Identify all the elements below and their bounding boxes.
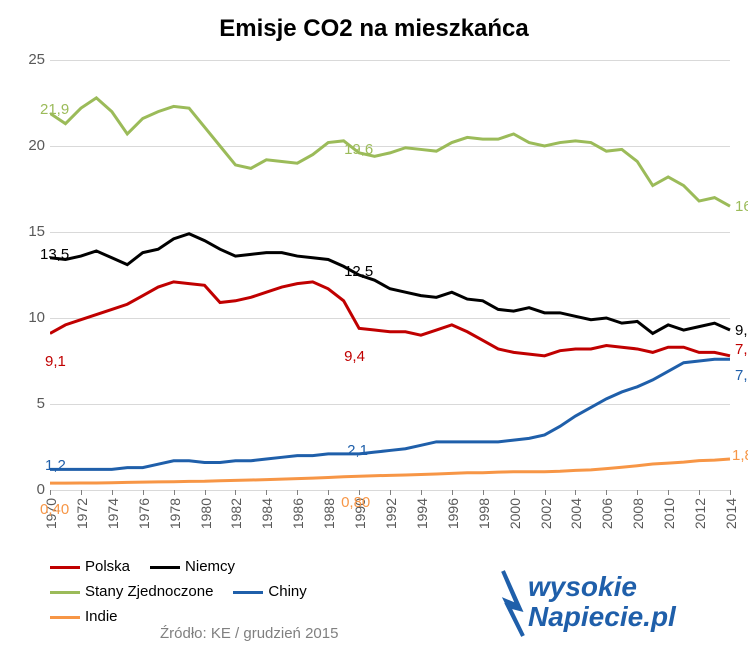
x-tick-label: 2006 <box>599 498 615 529</box>
x-tick <box>421 490 422 495</box>
legend-swatch <box>50 566 80 569</box>
x-tick-label: 1994 <box>414 498 430 529</box>
logo: wysokie Napiecie.pl <box>488 561 728 641</box>
legend-swatch <box>50 616 80 619</box>
x-tick <box>668 490 669 495</box>
data-label: 1,2 <box>45 457 66 474</box>
x-tick-label: 1972 <box>74 498 90 529</box>
data-label: 0,40 <box>40 501 69 518</box>
legend-swatch <box>150 566 180 569</box>
x-tick <box>112 490 113 495</box>
legend-item-stany-zjednoczone: Stany Zjednoczone <box>50 583 213 600</box>
data-label: 12,5 <box>344 263 373 280</box>
data-label: 9,1 <box>45 353 66 370</box>
data-label: 1,80 <box>732 447 748 464</box>
x-tick <box>606 490 607 495</box>
data-label: 7,6 <box>735 367 748 384</box>
data-label: 9,4 <box>344 348 365 365</box>
x-tick <box>174 490 175 495</box>
y-tick-label: 15 <box>5 223 45 240</box>
legend-swatch <box>233 591 263 594</box>
x-tick-label: 1986 <box>290 498 306 529</box>
data-label: 7,8 <box>735 341 748 358</box>
x-tick-label: 1996 <box>445 498 461 529</box>
legend-item-indie: Indie <box>50 608 118 625</box>
chart-container: Emisje CO2 na mieszkańca 0510152025 1970… <box>0 0 748 661</box>
x-tick-label: 1980 <box>198 498 214 529</box>
chart-lines-svg <box>50 60 748 500</box>
lightning-icon <box>503 571 523 636</box>
x-tick-label: 2000 <box>507 498 523 529</box>
x-tick-label: 2014 <box>723 498 739 529</box>
y-tick-label: 5 <box>5 395 45 412</box>
legend-item-niemcy: Niemcy <box>150 558 235 575</box>
legend-item-polska: Polska <box>50 558 130 575</box>
x-tick <box>235 490 236 495</box>
x-tick-label: 1988 <box>321 498 337 529</box>
x-tick <box>483 490 484 495</box>
series-line-chiny <box>50 359 730 469</box>
series-line-niemcy <box>50 234 730 334</box>
legend-label: Indie <box>85 608 118 625</box>
legend-item-chiny: Chiny <box>233 583 306 600</box>
x-tick-label: 1992 <box>383 498 399 529</box>
x-tick <box>297 490 298 495</box>
x-tick <box>452 490 453 495</box>
data-label: 9,3 <box>735 322 748 339</box>
x-tick <box>390 490 391 495</box>
x-tick <box>143 490 144 495</box>
x-tick <box>205 490 206 495</box>
legend-label: Chiny <box>268 583 306 600</box>
x-tick-label: 2012 <box>692 498 708 529</box>
x-tick <box>514 490 515 495</box>
legend-swatch <box>50 591 80 594</box>
x-tick-label: 1976 <box>136 498 152 529</box>
chart-title: Emisje CO2 na mieszkańca <box>0 0 748 48</box>
data-label: 16,5 <box>735 198 748 215</box>
data-label: 2,1 <box>347 442 368 459</box>
y-tick-label: 20 <box>5 137 45 154</box>
data-label: 19,6 <box>344 141 373 158</box>
source-text: Źródło: KE / grudzień 2015 <box>160 625 338 642</box>
x-tick-label: 1984 <box>259 498 275 529</box>
logo-svg: wysokie Napiecie.pl <box>488 561 728 641</box>
x-tick-label: 1982 <box>228 498 244 529</box>
legend-label: Niemcy <box>185 558 235 575</box>
legend-label: Stany Zjednoczone <box>85 583 213 600</box>
y-tick-label: 0 <box>5 481 45 498</box>
data-label: 21,9 <box>40 101 69 118</box>
x-tick <box>328 490 329 495</box>
x-tick-label: 2008 <box>630 498 646 529</box>
series-line-polska <box>50 282 730 356</box>
x-tick-label: 1978 <box>167 498 183 529</box>
legend: Polska Niemcy Stany Zjednoczone Chiny Indie <box>50 558 327 633</box>
x-tick-label: 1998 <box>476 498 492 529</box>
series-line-indie <box>50 459 730 483</box>
x-tick <box>575 490 576 495</box>
logo-text-1: wysokie <box>528 571 637 602</box>
x-tick <box>730 490 731 495</box>
x-tick-label: 1974 <box>105 498 121 529</box>
x-tick <box>545 490 546 495</box>
plot-area: 0510152025 19701972197419761978198019821… <box>50 60 730 490</box>
data-label: 13,5 <box>40 246 69 263</box>
x-tick <box>637 490 638 495</box>
x-tick <box>266 490 267 495</box>
x-tick <box>699 490 700 495</box>
x-tick <box>81 490 82 495</box>
y-tick-label: 10 <box>5 309 45 326</box>
series-line-stany-zjednoczone <box>50 98 730 206</box>
logo-text-2: Napiecie.pl <box>528 601 677 632</box>
x-tick-label: 2010 <box>661 498 677 529</box>
y-tick-label: 25 <box>5 51 45 68</box>
x-tick-label: 2002 <box>538 498 554 529</box>
data-label: 0,80 <box>341 494 370 511</box>
legend-label: Polska <box>85 558 130 575</box>
x-tick <box>50 490 51 495</box>
x-tick-label: 2004 <box>568 498 584 529</box>
